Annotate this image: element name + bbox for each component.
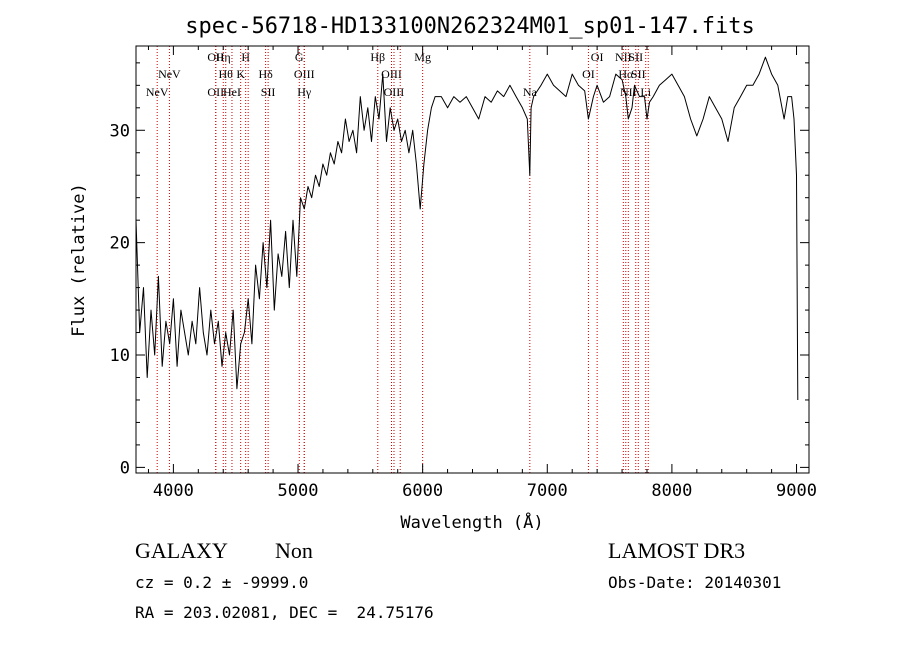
coordinates-line: RA = 203.02081, DEC = 24.75176 <box>135 603 434 622</box>
survey-label: LAMOST DR3 <box>608 538 746 563</box>
x-tick-label: 6000 <box>402 481 443 501</box>
x-tick-label: 4000 <box>153 481 194 501</box>
line-marker-label: Hα <box>618 67 634 81</box>
object-class: GALAXY <box>135 538 228 563</box>
line-marker-label: Mg <box>414 50 431 64</box>
x-tick-label: 9000 <box>776 481 817 501</box>
object-subclass: Non <box>275 538 313 563</box>
line-marker-label: OIII <box>381 67 402 81</box>
x-tick-label: 5000 <box>278 481 319 501</box>
line-marker-label: OI <box>582 67 595 81</box>
line-marker-label: Hη <box>216 50 231 64</box>
y-tick-label: 30 <box>110 121 130 141</box>
line-marker-label: NeV <box>158 67 181 81</box>
redshift-line: cz = 0.2 ± -9999.0 <box>135 573 309 592</box>
line-marker-label: OII <box>207 50 224 64</box>
line-marker-label: G <box>295 50 304 64</box>
chart-title: spec-56718-HD133100N262324M01_sp01-147.f… <box>185 14 755 39</box>
line-marker-label: NII <box>615 50 632 64</box>
line-marker-label: HeI <box>223 85 241 99</box>
flux-series <box>135 56 799 401</box>
y-axis-label: Flux (relative) <box>69 183 89 337</box>
spectrum-chart: spec-56718-HD133100N262324M01_sp01-147.f… <box>69 14 817 533</box>
x-axis-label: Wavelength (Å) <box>400 511 543 533</box>
line-marker-label: Na <box>523 85 538 99</box>
line-marker-label: K <box>236 67 245 81</box>
line-marker-label: H <box>241 50 250 64</box>
line-marker-label: SII <box>261 85 276 99</box>
line-marker-label: Li <box>640 85 651 99</box>
line-marker-label: SII <box>628 50 643 64</box>
y-tick-label: 10 <box>110 346 130 366</box>
line-marker-label: Hδ <box>258 67 273 81</box>
line-marker-label: OI <box>591 50 604 64</box>
y-tick-label: 0 <box>120 458 130 478</box>
line-marker-label: Hθ <box>219 67 234 81</box>
line-marker-label: NeV <box>146 85 169 99</box>
line-marker-label: OIII <box>384 85 405 99</box>
line-marker-label: OII <box>207 85 224 99</box>
line-marker-label: Hβ <box>370 50 385 64</box>
x-tick-label: 7000 <box>527 481 568 501</box>
x-axis-ticks: 4000 5000 6000 7000 8000 9000 <box>147 46 817 501</box>
y-tick-label: 20 <box>110 234 130 254</box>
emission-line-markers: NeVNeVOIIOIIHηHθHeIKHHδSIIGOIIIHγHβOIIIO… <box>146 46 652 473</box>
line-marker-label: SII <box>631 67 646 81</box>
x-tick-label: 8000 <box>651 481 692 501</box>
plot-frame <box>135 45 810 474</box>
observation-date: Obs-Date: 20140301 <box>608 573 782 592</box>
line-marker-label: Hγ <box>297 85 312 99</box>
y-axis-ticks: 0 10 20 30 <box>110 62 809 478</box>
spectrum-line <box>135 56 799 401</box>
